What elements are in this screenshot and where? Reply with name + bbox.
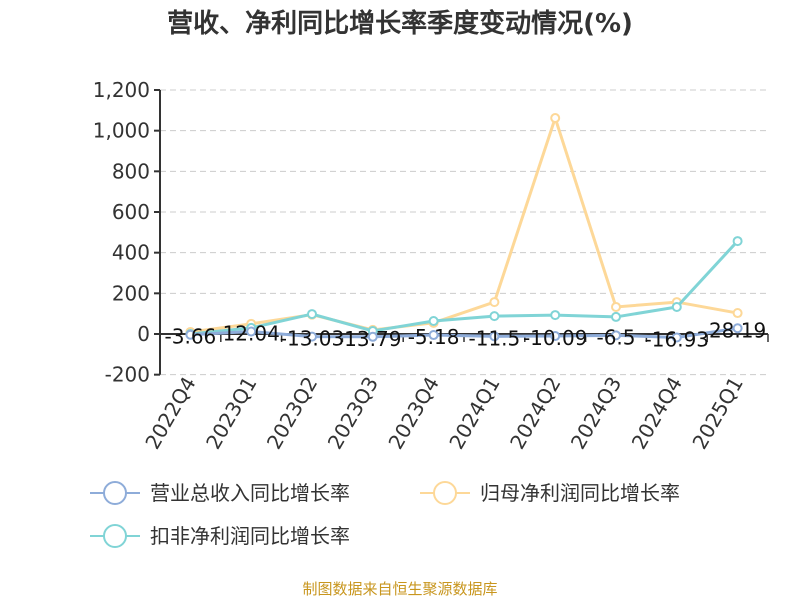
series-line bbox=[190, 240, 739, 336]
x-tick-label: 2024Q4 bbox=[627, 373, 687, 454]
y-tick-label: 600 bbox=[112, 200, 150, 224]
legend-label: 扣非净利润同比增长率 bbox=[150, 524, 350, 548]
data-point bbox=[671, 332, 682, 343]
legend-marker bbox=[433, 481, 457, 505]
data-label: -6.5 bbox=[596, 325, 635, 349]
data-point bbox=[489, 331, 500, 342]
y-tick-label: 200 bbox=[112, 281, 150, 305]
data-point bbox=[732, 323, 743, 334]
series-line bbox=[190, 113, 738, 334]
x-tick-label: 2023Q2 bbox=[262, 373, 322, 454]
data-label: -3.66 bbox=[165, 325, 217, 349]
data-point bbox=[428, 315, 439, 326]
x-tick-label: 2025Q1 bbox=[687, 373, 747, 454]
x-tick-label: 2023Q3 bbox=[323, 373, 383, 454]
data-point bbox=[671, 301, 682, 312]
data-label: -5.18 bbox=[408, 325, 460, 349]
data-point bbox=[489, 297, 500, 308]
data-point bbox=[489, 311, 500, 322]
x-tick-label: 2024Q2 bbox=[505, 373, 565, 454]
data-point bbox=[246, 326, 257, 337]
data-label: -16.93 bbox=[645, 327, 709, 351]
y-tick-label: 400 bbox=[112, 241, 150, 265]
legend-marker bbox=[103, 481, 127, 505]
data-point bbox=[550, 331, 561, 342]
data-label: -11.5 bbox=[469, 326, 521, 350]
source-note: 制图数据来自恒生聚源数据库 bbox=[302, 580, 497, 598]
data-label: 28.19 bbox=[709, 318, 766, 342]
data-label: -10.09 bbox=[523, 326, 587, 350]
data-point bbox=[307, 331, 317, 342]
data-point bbox=[732, 308, 743, 319]
y-tick-label: 1,000 bbox=[93, 119, 150, 143]
data-point bbox=[550, 113, 561, 124]
y-tick-label: 1,200 bbox=[93, 78, 150, 102]
legend-marker bbox=[103, 524, 127, 548]
y-tick-label: -200 bbox=[105, 363, 150, 387]
data-point bbox=[611, 311, 621, 322]
data-point bbox=[732, 236, 743, 247]
data-point bbox=[550, 310, 561, 321]
x-tick-label: 2024Q1 bbox=[444, 373, 504, 454]
data-label: -13.03 bbox=[280, 327, 344, 351]
data-label: 12.04 bbox=[223, 322, 280, 346]
data-point bbox=[428, 330, 439, 341]
y-tick-label: 0 bbox=[137, 322, 150, 346]
data-point bbox=[185, 329, 196, 340]
data-point bbox=[611, 301, 621, 312]
x-tick-label: 2024Q3 bbox=[566, 373, 626, 454]
legend-label: 营业总收入同比增长率 bbox=[150, 481, 350, 505]
data-point bbox=[307, 309, 317, 320]
y-tick-label: 800 bbox=[112, 159, 150, 183]
x-tick-label: 2023Q4 bbox=[383, 372, 443, 453]
data-point bbox=[367, 331, 378, 342]
chart-title: 营收、净利同比增长率季度变动情况(%) bbox=[167, 8, 633, 39]
legend-label: 归母净利润同比增长率 bbox=[480, 481, 680, 505]
x-tick-label: 2023Q1 bbox=[201, 373, 261, 454]
data-label: 13.79 bbox=[344, 327, 401, 351]
series-line bbox=[190, 326, 738, 339]
data-point bbox=[611, 330, 621, 341]
